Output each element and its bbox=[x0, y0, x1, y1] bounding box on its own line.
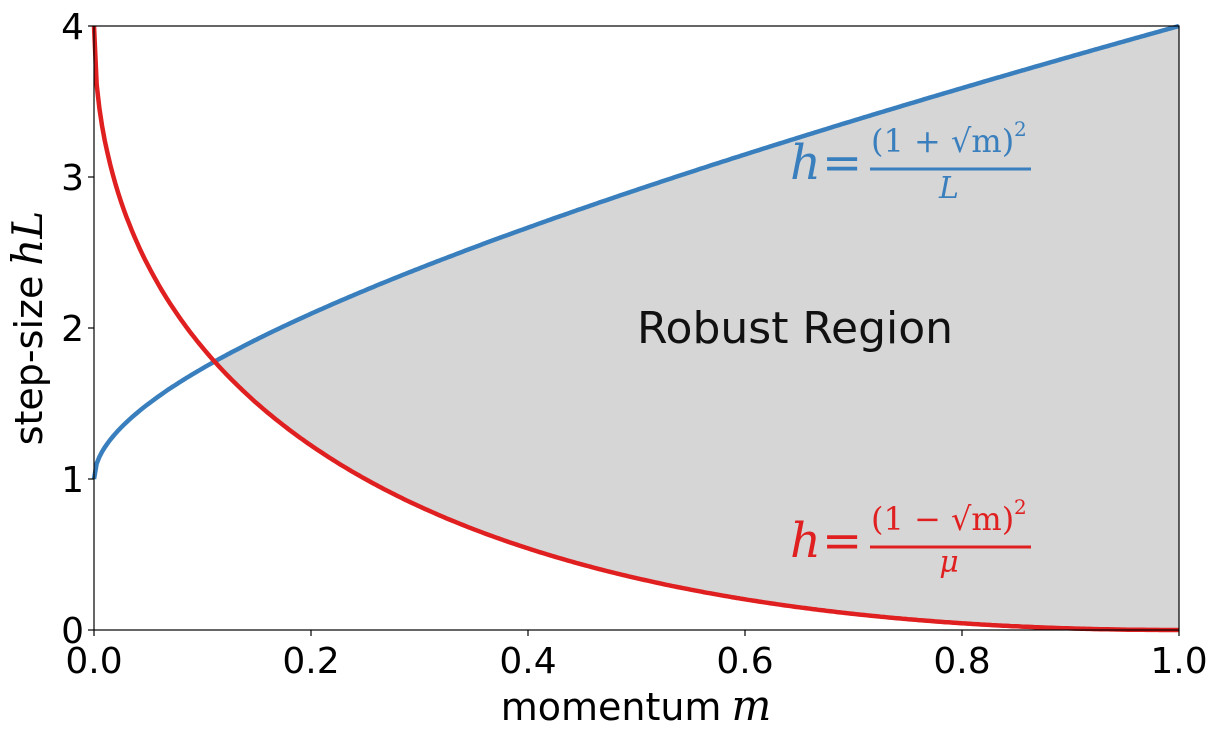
x-axis-label-text: momentum bbox=[501, 685, 722, 729]
lower-annotation-numerator: (1 − √m) bbox=[871, 500, 1014, 538]
y-tick-label: 1 bbox=[61, 460, 84, 501]
x-tick-label: 0.0 bbox=[65, 641, 122, 682]
robust-region-area bbox=[216, 26, 1180, 630]
lower-annotation-lhs: h bbox=[790, 513, 821, 569]
x-tick-label: 0.2 bbox=[282, 641, 339, 682]
upper-annotation-lhs: h bbox=[790, 135, 821, 191]
upper-annotation-numerator: (1 + √m) bbox=[871, 122, 1014, 160]
lower-annotation-exponent: 2 bbox=[1014, 495, 1027, 519]
lower-bound-line bbox=[91, 25, 1179, 633]
region-label: Robust Region bbox=[637, 303, 953, 354]
series-lines bbox=[91, 23, 1180, 633]
upper-bound-line bbox=[91, 23, 1180, 480]
lower-annotation-equals: = bbox=[822, 513, 862, 569]
x-axis-label-var: m bbox=[731, 681, 771, 730]
lower-annotation-denominator: μ bbox=[939, 545, 959, 580]
upper-curve-annotation: h = (1 + √m) 2 L bbox=[790, 117, 1031, 206]
x-tick-label: 0.8 bbox=[933, 641, 990, 682]
robust-region-fill bbox=[216, 26, 1180, 630]
upper-annotation-denominator: L bbox=[938, 171, 959, 206]
x-tick-label: 0.4 bbox=[499, 641, 556, 682]
upper-annotation-exponent: 2 bbox=[1014, 117, 1027, 141]
y-axis-label-text: step-size bbox=[7, 276, 51, 446]
y-tick-label: 4 bbox=[61, 7, 84, 48]
y-tick-label: 2 bbox=[61, 309, 84, 350]
y-axis-label-var: hL bbox=[3, 211, 52, 266]
x-tick-label: 1.0 bbox=[1150, 641, 1207, 682]
y-axis-label: step-size hL bbox=[3, 211, 52, 446]
lower-curve-annotation: h = (1 − √m) 2 μ bbox=[790, 495, 1031, 580]
axis-ticks: 0.0 0.2 0.4 0.6 0.8 1.0 0 1 2 3 4 bbox=[61, 7, 1208, 682]
y-tick-label: 3 bbox=[61, 158, 84, 199]
upper-annotation-equals: = bbox=[822, 135, 862, 191]
x-axis-label: momentum m bbox=[501, 681, 772, 730]
x-tick-label: 0.6 bbox=[716, 641, 773, 682]
y-tick-label: 0 bbox=[61, 611, 84, 652]
